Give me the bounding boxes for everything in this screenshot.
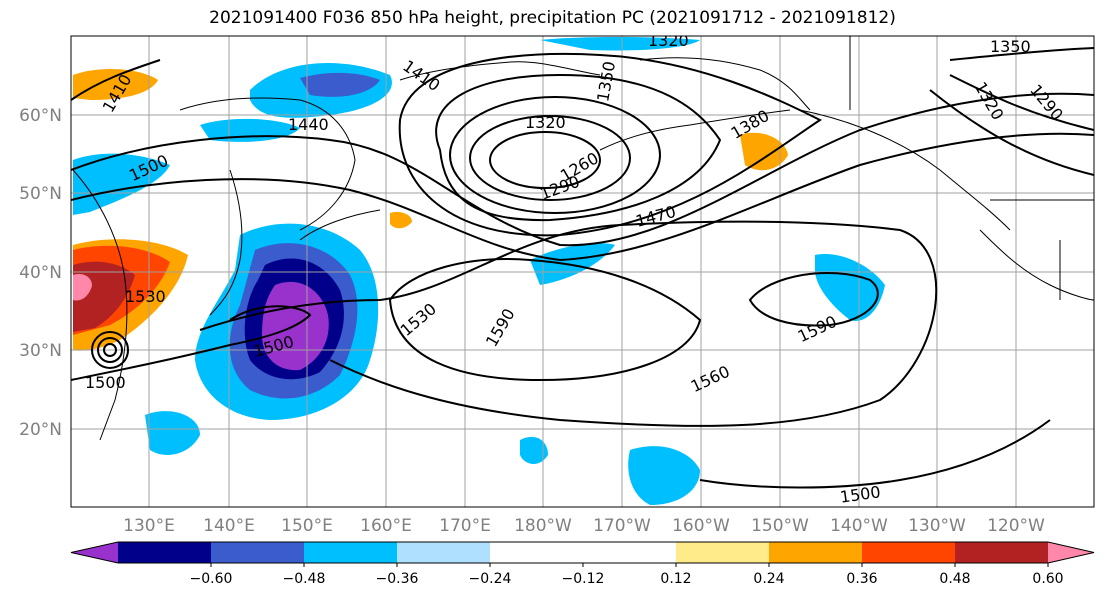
colorbar-tick-label: −0.60 <box>190 571 233 587</box>
lon-label: 130°W <box>908 516 966 536</box>
precip-region <box>520 436 548 465</box>
precip-shading-positive <box>73 68 788 351</box>
colorbar-tick-label: −0.48 <box>283 571 326 587</box>
precip-region <box>628 446 700 505</box>
colorbar-segment <box>769 542 863 563</box>
lat-label: 30°N <box>19 341 62 361</box>
colorbar-extension-low <box>71 542 118 563</box>
colorbar-tick-label: 0.24 <box>753 571 784 587</box>
graticule <box>71 36 1094 507</box>
colorbar-tick-label: −0.36 <box>376 571 419 587</box>
lon-label: 170°E <box>439 516 491 536</box>
colorbar <box>70 541 1095 564</box>
lon-label: 140°W <box>830 516 888 536</box>
map-title: 2021091400 F036 850 hPa height, precipit… <box>209 8 896 28</box>
lon-label: 120°W <box>987 516 1045 536</box>
colorbar-ticks: −0.60 −0.48 −0.36 −0.24 −0.12 0.12 0.24 0.36 0.4… <box>190 563 1064 587</box>
contour-label: 1320 <box>648 31 689 50</box>
colorbar-segment <box>397 542 491 563</box>
lon-label: 160°E <box>360 516 412 536</box>
precip-region <box>530 243 615 285</box>
colorbar-segment <box>676 542 770 563</box>
colorbar-segment <box>490 542 584 563</box>
lat-label: 20°N <box>19 420 62 440</box>
colorbar-tick-label: 0.48 <box>939 571 970 587</box>
colorbar-tick-label: 0.60 <box>1032 571 1063 587</box>
precip-region <box>300 72 380 97</box>
colorbar-segment <box>583 542 677 563</box>
latitude-labels: 60°N 50°N 40°N 30°N 20°N <box>19 106 62 440</box>
colorbar-segment <box>862 542 956 563</box>
map-border <box>70 35 1095 508</box>
precip-region <box>145 411 200 455</box>
lon-label: 160°W <box>672 516 730 536</box>
precip-region <box>390 212 412 229</box>
colorbar-tick-label: −0.24 <box>469 571 512 587</box>
colorbar-tick-label: 0.12 <box>660 571 691 587</box>
colorbar-segment <box>118 542 212 563</box>
lon-label: 150°E <box>281 516 333 536</box>
lat-label: 60°N <box>19 106 62 126</box>
precip-region <box>73 274 92 301</box>
precip-region <box>815 254 885 321</box>
precip-region <box>73 153 170 215</box>
precip-region <box>73 68 158 100</box>
colorbar-tick-label: 0.36 <box>846 571 877 587</box>
lat-label: 50°N <box>19 184 62 204</box>
contour-label: 1440 <box>288 115 329 134</box>
colorbar-outline <box>70 541 1095 564</box>
coastlines <box>72 36 1094 441</box>
lon-label: 170°W <box>593 516 651 536</box>
precip-region <box>540 37 700 51</box>
lon-label: 150°W <box>751 516 809 536</box>
precip-shading-negative <box>73 37 885 505</box>
lon-label: 140°E <box>203 516 255 536</box>
contour-label: 1350 <box>990 37 1031 56</box>
colorbar-segment <box>211 542 305 563</box>
colorbar-tick-label: −0.12 <box>562 571 605 587</box>
precip-region <box>740 132 788 171</box>
colorbar-extension-high <box>1048 542 1094 563</box>
contour-label: 1530 <box>125 287 166 306</box>
height-contours <box>71 47 1094 489</box>
contour-label: 1500 <box>85 373 126 392</box>
longitude-labels: 130°E 140°E 150°E 160°E 170°E 180°W 170°… <box>123 516 1045 536</box>
lon-label: 180°W <box>514 516 572 536</box>
lon-label: 130°E <box>123 516 175 536</box>
lat-label: 40°N <box>19 263 62 283</box>
contour-label: 1320 <box>525 113 566 132</box>
colorbar-segment <box>304 542 398 563</box>
colorbar-segment <box>955 542 1049 563</box>
